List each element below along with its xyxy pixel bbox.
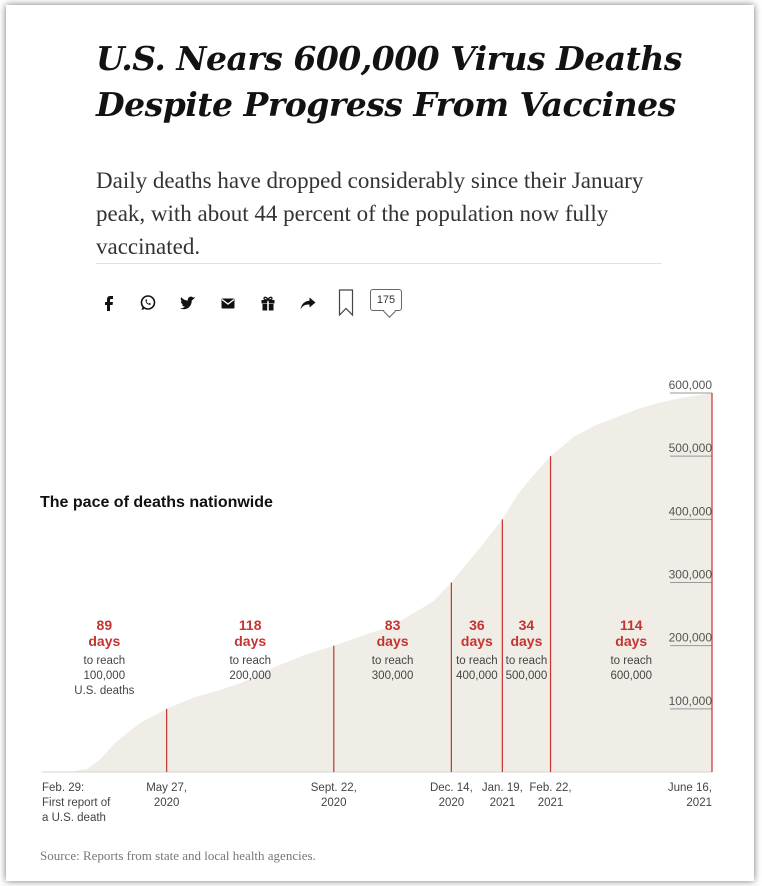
email-icon[interactable] xyxy=(214,288,242,318)
interval-note: 100,000 xyxy=(84,670,126,682)
gift-icon[interactable] xyxy=(254,288,282,318)
y-tick-label: 500,000 xyxy=(669,441,713,455)
interval-note: to reach xyxy=(506,655,548,667)
twitter-icon[interactable] xyxy=(174,288,202,318)
x-date-label: May 27, 2020 xyxy=(146,782,187,809)
interval-note: 400,000 xyxy=(456,670,498,682)
x-date-label: Sept. 22, 2020 xyxy=(311,782,357,809)
interval-days: 89 xyxy=(97,617,113,633)
headline: U.S. Nears 600,000 Virus Deaths Despite … xyxy=(96,39,682,124)
interval-days: 36 xyxy=(469,617,485,633)
x-date-label: June 16, 2021 xyxy=(668,782,712,809)
interval-unit: days xyxy=(461,633,493,649)
comments-button[interactable]: 175 xyxy=(370,289,402,311)
x-date-label: Feb. 22, 2021 xyxy=(529,782,571,809)
x-date-label: Jan. 19, 2021 xyxy=(482,782,523,809)
interval-unit: days xyxy=(234,633,266,649)
interval-note: to reach xyxy=(372,655,414,667)
y-tick-label: 100,000 xyxy=(669,694,713,708)
y-tick-label: 400,000 xyxy=(669,504,713,518)
interval-days: 114 xyxy=(620,617,643,633)
interval-unit: days xyxy=(510,633,542,649)
deaths-area xyxy=(42,393,712,772)
chart-title: The pace of deaths nationwide xyxy=(40,494,273,511)
interval-note: 200,000 xyxy=(229,670,271,682)
y-tick-label: 600,000 xyxy=(669,378,713,392)
comment-count: 175 xyxy=(376,294,396,306)
interval-unit: days xyxy=(377,633,409,649)
interval-note: 500,000 xyxy=(506,670,548,682)
interval-unit: days xyxy=(88,633,120,649)
divider xyxy=(96,263,662,264)
interval-note: 300,000 xyxy=(372,670,414,682)
interval-note: to reach xyxy=(229,655,271,667)
interval-unit: days xyxy=(615,633,647,649)
subhead: Daily deaths have dropped considerably s… xyxy=(96,168,644,259)
source-note: Source: Reports from state and local hea… xyxy=(40,848,316,863)
interval-days: 118 xyxy=(239,617,262,633)
facebook-icon[interactable] xyxy=(94,288,122,318)
x-date-label: Dec. 14, 2020 xyxy=(430,782,473,809)
interval-note: to reach xyxy=(84,655,126,667)
y-tick-label: 300,000 xyxy=(669,568,713,582)
interval-note: U.S. deaths xyxy=(74,685,134,697)
share-arrow-icon[interactable] xyxy=(294,288,322,318)
whatsapp-icon[interactable] xyxy=(134,288,162,318)
y-tick-label: 200,000 xyxy=(669,631,713,645)
bookmark-icon[interactable] xyxy=(332,288,360,318)
interval-note: to reach xyxy=(456,655,498,667)
interval-days: 34 xyxy=(519,617,535,633)
x-date-label: Feb. 29: First report of a U.S. death xyxy=(42,782,111,824)
interval-note: 600,000 xyxy=(610,670,652,682)
interval-days: 83 xyxy=(385,617,401,633)
interval-note: to reach xyxy=(610,655,652,667)
